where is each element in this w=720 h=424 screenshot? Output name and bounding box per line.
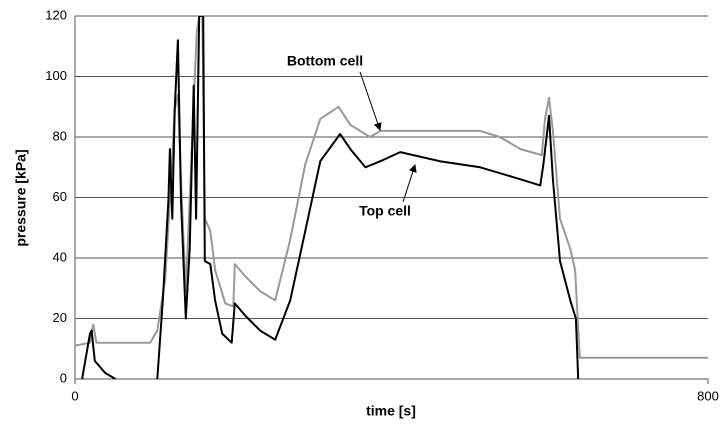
annotation: Top cell — [359, 203, 411, 219]
series-line — [81, 16, 580, 379]
y-axis-label: pressure [kPa] — [13, 149, 29, 246]
y-tick-label: 80 — [53, 128, 67, 143]
y-tick-label: 40 — [53, 249, 67, 264]
x-tick-label: 800 — [697, 388, 719, 403]
annotation: Bottom cell — [287, 53, 363, 69]
annotation-arrow — [402, 164, 417, 203]
x-tick-label: 0 — [71, 388, 78, 403]
y-tick-label: 60 — [53, 189, 67, 204]
y-tick-label: 20 — [53, 310, 67, 325]
y-tick-label: 0 — [60, 370, 67, 385]
y-tick-label: 100 — [45, 68, 67, 83]
annotation-arrow — [359, 71, 382, 131]
series-line — [75, 16, 708, 359]
y-tick-label: 120 — [45, 7, 67, 22]
x-axis-label: time [s] — [366, 403, 416, 419]
